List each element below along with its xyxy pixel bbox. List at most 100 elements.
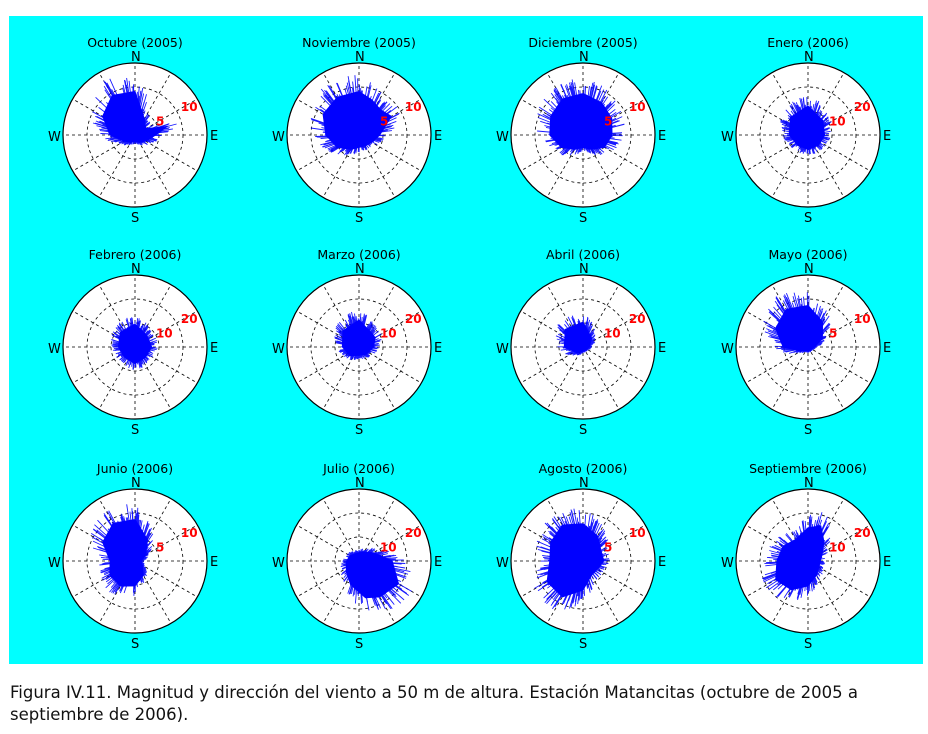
wind-core — [102, 518, 148, 587]
direction-label-s: S — [579, 423, 587, 438]
direction-label-w: W — [496, 556, 509, 571]
ring-label: 20 — [405, 312, 422, 326]
wind-core — [563, 321, 593, 354]
direction-label-n: N — [131, 50, 141, 65]
direction-label-e: E — [434, 341, 442, 356]
direction-label-s: S — [355, 637, 363, 652]
ring-label: 5 — [156, 115, 164, 129]
direction-label-s: S — [804, 637, 812, 652]
direction-label-w: W — [272, 342, 285, 357]
wind-core — [788, 105, 826, 151]
wind-rose-6: 10 20 N E S W Marzo (2006) — [272, 247, 442, 438]
direction-label-s: S — [131, 423, 139, 438]
wind-rose-grid: 5 10 N E S W Octubre (2005) 5 10 N E S W Noviembre (2… — [9, 16, 923, 664]
wind-core — [117, 323, 153, 365]
wind-rose-1: 5 10 N E S W Octubre (2005) — [48, 35, 218, 226]
wind-core — [775, 304, 824, 352]
direction-label-n: N — [355, 262, 365, 277]
direction-label-n: N — [355, 476, 365, 491]
wind-rose-12: 10 20 N E S W Septiembre (2006) — [721, 461, 891, 652]
wind-core — [341, 319, 376, 357]
ring-label: 5 — [604, 115, 612, 129]
ring-label: 20 — [629, 312, 646, 326]
ring-label: 5 — [156, 541, 164, 555]
direction-label-s: S — [804, 211, 812, 226]
direction-label-e: E — [658, 555, 666, 570]
direction-label-w: W — [48, 130, 61, 145]
chart-title: Enero (2006) — [767, 35, 849, 50]
wind-core — [775, 525, 825, 591]
direction-label-e: E — [210, 129, 218, 144]
spoke-gridline — [134, 560, 198, 598]
spoke-gridline — [582, 346, 646, 384]
ring-label: 10 — [181, 526, 198, 540]
spoke-gridline — [745, 346, 809, 384]
direction-label-n: N — [804, 476, 814, 491]
figure-caption: Figura IV.11. Magnitud y dirección del v… — [10, 683, 858, 724]
ring-label: 10 — [629, 526, 646, 540]
wind-core — [322, 90, 392, 150]
wind-core — [546, 523, 605, 598]
wind-rose-9: 5 10 N E S W Junio (2006) — [48, 461, 218, 652]
ring-label: 10 — [629, 100, 646, 114]
direction-label-s: S — [131, 211, 139, 226]
chart-title: Julio (2006) — [322, 461, 395, 476]
chart-title: Febrero (2006) — [89, 247, 182, 262]
direction-label-w: W — [272, 556, 285, 571]
chart-title: Abril (2006) — [546, 247, 620, 262]
ring-label: 10 — [156, 327, 173, 341]
wind-rose-2: 5 10 N E S W Noviembre (2005) — [272, 35, 442, 226]
wind-rose-7: 10 20 N E S W Abril (2006) — [496, 247, 666, 438]
direction-label-w: W — [721, 130, 734, 145]
direction-label-s: S — [579, 637, 587, 652]
chart-title: Agosto (2006) — [539, 461, 628, 476]
spoke-gridline — [358, 346, 396, 410]
wind-core — [345, 551, 400, 599]
direction-label-w: W — [496, 342, 509, 357]
ring-label: 10 — [380, 541, 397, 555]
direction-label-n: N — [579, 50, 589, 65]
ring-label: 20 — [854, 100, 871, 114]
chart-title: Octubre (2005) — [87, 35, 183, 50]
direction-label-s: S — [355, 423, 363, 438]
direction-label-e: E — [658, 129, 666, 144]
direction-label-n: N — [131, 262, 141, 277]
direction-label-w: W — [48, 556, 61, 571]
direction-label-n: N — [579, 262, 589, 277]
direction-label-n: N — [355, 50, 365, 65]
ring-label: 20 — [181, 312, 198, 326]
ring-label: 5 — [380, 115, 388, 129]
direction-label-e: E — [883, 341, 891, 356]
spoke-gridline — [98, 134, 136, 198]
chart-title: Diciembre (2005) — [528, 35, 637, 50]
direction-label-e: E — [883, 129, 891, 144]
chart-title: Noviembre (2005) — [302, 35, 416, 50]
wind-rose-10: 10 20 N E S W Julio (2006) — [272, 461, 442, 652]
ring-label: 10 — [380, 327, 397, 341]
ring-label: 20 — [405, 526, 422, 540]
spoke-gridline — [358, 346, 422, 384]
direction-label-w: W — [721, 342, 734, 357]
direction-label-e: E — [210, 555, 218, 570]
wind-rose-8: 5 10 N E S W Mayo (2006) — [721, 247, 891, 438]
direction-label-e: E — [434, 129, 442, 144]
figure-panel: 5 10 N E S W Octubre (2005) 5 10 N E S W Noviembre (2… — [9, 16, 923, 664]
ring-label: 10 — [604, 327, 621, 341]
ring-label: 10 — [405, 100, 422, 114]
spoke-gridline — [807, 346, 871, 384]
ring-label: 5 — [829, 327, 837, 341]
wind-rose-5: 10 20 N E S W Febrero (2006) — [48, 247, 218, 438]
direction-label-s: S — [131, 637, 139, 652]
spoke-gridline — [771, 346, 809, 410]
direction-label-w: W — [48, 342, 61, 357]
wind-rose-3: 5 10 N E S W Diciembre (2005) — [496, 35, 666, 226]
direction-label-e: E — [434, 555, 442, 570]
direction-label-n: N — [579, 476, 589, 491]
chart-title: Junio (2006) — [96, 461, 173, 476]
ring-label: 10 — [181, 100, 198, 114]
spoke-gridline — [582, 346, 620, 410]
direction-label-s: S — [804, 423, 812, 438]
direction-label-n: N — [804, 50, 814, 65]
direction-label-n: N — [131, 476, 141, 491]
direction-label-e: E — [883, 555, 891, 570]
